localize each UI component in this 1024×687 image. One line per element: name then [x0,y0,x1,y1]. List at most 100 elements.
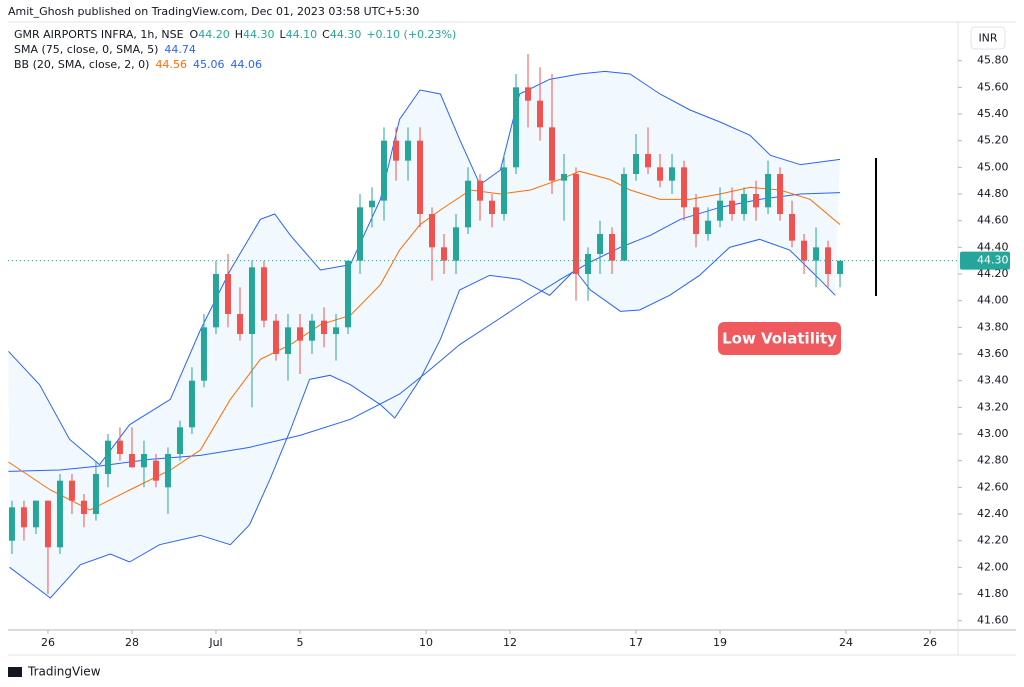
candle-body [164,454,171,488]
candle-body [68,480,75,501]
candle-body [188,380,195,428]
y-tick-label: 44.20 [977,267,1009,280]
candle-body [489,200,496,214]
bb-value: 45.06 [193,58,225,71]
bb-value: 44.56 [155,58,187,71]
candle-body [116,440,123,454]
x-tick-label: 19 [713,636,727,649]
candle-body [609,234,616,261]
candle-body [789,214,796,241]
candle-body [729,200,736,214]
candle-body [224,274,231,314]
candle-body [705,220,712,234]
candle-body [801,240,808,261]
x-tick-label: Jul [208,636,222,649]
y-tick-label: 44.60 [977,214,1009,227]
x-tick-label: 12 [503,636,517,649]
bb-fill [8,71,841,599]
candle-body [753,194,760,208]
candle-body [837,260,844,274]
annotation-box [718,322,841,355]
candle-body [525,87,532,101]
candle-body [549,127,556,181]
footer: TradingView [27,665,101,679]
candle-body [597,234,604,254]
candle-body [392,140,399,161]
candle-body [284,327,291,354]
y-tick-label: 41.60 [977,614,1009,627]
ohlc-value: 44.10 [286,28,318,41]
x-tick-label: 17 [629,636,643,649]
x-tick-label: 26 [923,636,937,649]
candle-body [765,174,772,208]
candle-body [464,180,471,228]
y-tick-label: 43.40 [977,374,1009,387]
ohlc-value: 44.30 [330,28,362,41]
ohlc-label: L [280,28,287,41]
candle-body [80,500,87,514]
candle-body [681,167,688,208]
attribution: Amit_Ghosh published on TradingView.com,… [8,5,419,18]
last-price-label: 44.30 [977,254,1009,267]
x-tick-label: 10 [419,636,433,649]
y-tick-label: 43.80 [977,320,1009,333]
y-tick-label: 41.80 [977,587,1009,600]
candle-body [476,180,483,201]
candle-body [777,174,784,214]
ohlc-value: 44.20 [198,28,230,41]
logo-icon [8,667,22,677]
candle-body [428,214,435,248]
legend-bb: BB (20, SMA, close, 2, 0) 44.56 45.06 44.06 [14,58,262,71]
bb-value: 44.06 [230,58,262,71]
candle-body [573,174,580,274]
y-tick-label: 43.20 [977,400,1009,413]
candle-body [308,320,315,341]
candle-body [272,320,279,354]
sma-label: SMA (75, close, 0, SMA, 5) [14,43,158,56]
y-tick-label: 42.80 [977,454,1009,467]
candle-body [452,227,459,261]
indicator-line [7,70,841,466]
y-tick-label: 45.40 [977,107,1009,120]
indicator-line [8,170,841,511]
x-tick-label: 5 [296,636,303,649]
plot-area [7,54,958,599]
y-tick-label: 42.40 [977,507,1009,520]
annotation: Low Volatility [722,330,837,348]
currency-button[interactable] [970,26,1006,50]
candle-body [260,267,267,321]
y-tick-label: 44.40 [977,240,1009,253]
candle-body [236,314,243,334]
candle-body [92,474,99,514]
candle-body [633,154,640,174]
candle-body [212,274,219,328]
y-tick-label: 42.20 [977,534,1009,547]
candle-body [56,480,63,548]
candle-body [537,100,544,128]
indicator-line [8,192,841,472]
candle-body [356,207,363,261]
candle-body [368,200,375,208]
candle-body [380,140,387,201]
symbol: GMR AIRPORTS INFRA, 1h, NSE [14,28,184,41]
legend-main: GMR AIRPORTS INFRA, 1h, NSE O44.20 H44.30 L… [14,28,456,41]
candle-body [416,140,423,214]
candle-body [152,460,159,481]
currency[interactable]: INR [978,32,997,45]
candle-body [104,440,111,474]
candle-body [200,327,207,381]
candle-body [320,320,327,334]
candle-body [621,174,628,261]
ohlc-label: C [322,28,330,41]
legend-sma: SMA (75, close, 0, SMA, 5) 44.74 [14,43,196,56]
x-tick-label: 26 [41,636,55,649]
candle-body [344,260,351,328]
y-tick-label: 45.80 [977,54,1009,67]
candle-body [501,167,508,214]
y-tick-label: 42.00 [977,560,1009,573]
y-tick-label: 43.00 [977,427,1009,440]
candle-body [332,327,339,334]
y-tick-label: 45.20 [977,134,1009,147]
